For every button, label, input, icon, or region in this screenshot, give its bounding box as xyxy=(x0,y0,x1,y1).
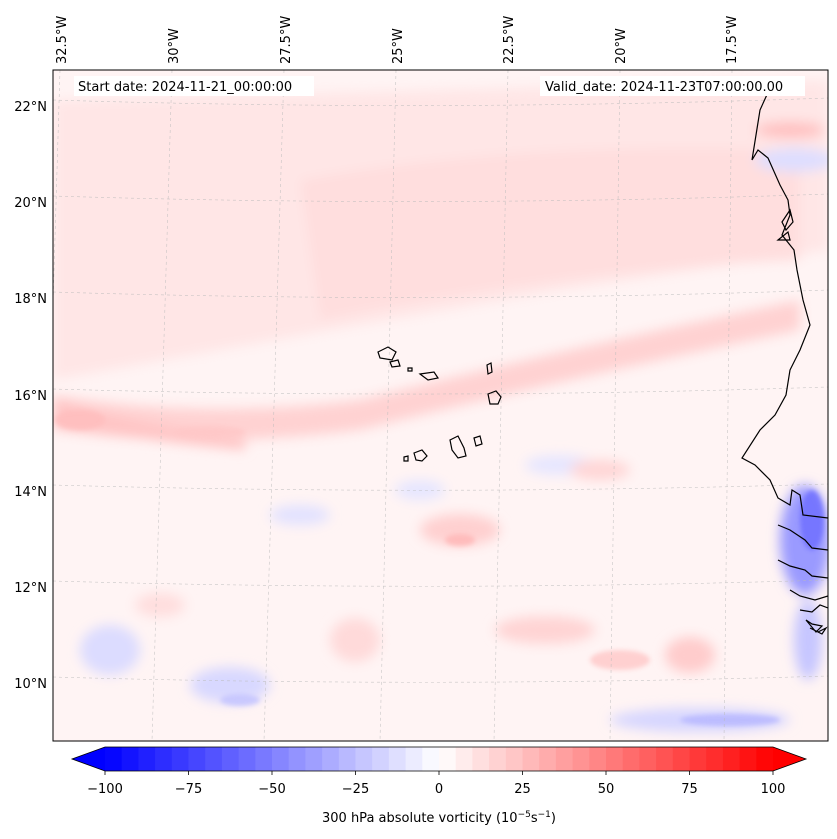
colorbar-level xyxy=(388,747,407,771)
colorbar-level xyxy=(105,747,123,771)
colorbar-level xyxy=(756,747,774,771)
colorbar-level xyxy=(238,747,256,771)
colorbar-level xyxy=(338,747,356,771)
map-gridlines xyxy=(53,70,828,741)
colorbar-level xyxy=(555,747,574,771)
cb-tick-label: 75 xyxy=(681,782,698,797)
colorbar-level xyxy=(706,747,724,771)
cb-tick-label: −50 xyxy=(258,782,285,797)
vorticity-field xyxy=(53,80,828,732)
island-boa-vista xyxy=(487,390,502,405)
colorbar-level xyxy=(138,747,156,771)
colorbar-level xyxy=(455,747,473,771)
colorbar-level xyxy=(505,747,523,771)
valid-date-box xyxy=(540,76,805,96)
lat-label-16n: 16°N xyxy=(14,389,47,404)
colorbar-level xyxy=(188,747,206,771)
lat-label-12n: 12°N xyxy=(14,581,47,596)
islet-small xyxy=(407,367,413,372)
africa-coastline xyxy=(741,87,828,519)
lon-label-30w: 30°W xyxy=(167,28,182,64)
colorbar-extend-low xyxy=(72,747,105,771)
colorbar-level xyxy=(155,747,173,771)
cb-tick-label: −75 xyxy=(175,782,202,797)
colorbar-level xyxy=(272,747,290,771)
colorbar-level xyxy=(205,747,223,771)
colorbar-level xyxy=(221,747,240,771)
lat-label-10n: 10°N xyxy=(14,677,47,692)
colorbar-title: 300 hPa absolute vorticity (10−5s−1) xyxy=(322,810,556,826)
coastal-islands-north xyxy=(776,208,794,241)
colorbar-level xyxy=(722,747,741,771)
lat-label-20n: 20°N xyxy=(14,196,47,211)
coastlines xyxy=(377,87,828,635)
lat-label-22n: 22°N xyxy=(14,100,47,115)
colorbar-level xyxy=(672,747,690,771)
cb-tick-label: 50 xyxy=(598,782,615,797)
cb-tick-label: −25 xyxy=(342,782,369,797)
colorbar-level xyxy=(322,747,340,771)
island-sal xyxy=(486,362,493,375)
colorbar-level xyxy=(489,747,507,771)
island-brava xyxy=(403,455,409,462)
lon-label-20w: 20°W xyxy=(614,28,629,64)
island-sao-nicolau xyxy=(418,371,439,381)
colorbar-level xyxy=(472,747,490,771)
gambia-guinea-coastline xyxy=(777,524,828,613)
cb-tick-label: 0 xyxy=(435,782,443,797)
colorbar-level xyxy=(639,747,657,771)
colorbar-level xyxy=(656,747,674,771)
bissagos-islands xyxy=(805,619,828,635)
lat-label-18n: 18°N xyxy=(14,292,47,307)
vorticity-details xyxy=(55,410,824,726)
colorbar: −100 −75 −50 −25 0 25 50 75 100 300 hPa … xyxy=(70,746,808,826)
start-date-text: Start date: 2024-11-21_00:00:00 xyxy=(78,80,292,95)
lon-label-17-5w: 17.5°W xyxy=(725,16,740,64)
island-santo-antao xyxy=(377,346,397,361)
colorbar-extend-high xyxy=(773,747,806,771)
latitude-labels: 22°N 20°N 18°N 16°N 14°N 12°N 10°N xyxy=(14,100,47,692)
colorbar-level xyxy=(171,747,189,771)
colorbar-level xyxy=(572,747,590,771)
map-panel xyxy=(53,70,828,741)
colorbar-level xyxy=(522,747,540,771)
colorbar-level xyxy=(539,747,557,771)
colorbar-level xyxy=(739,747,757,771)
lon-label-25w: 25°W xyxy=(391,28,406,64)
cb-tick-label: 100 xyxy=(761,782,786,797)
colorbar-level xyxy=(305,747,323,771)
colorbar-level xyxy=(689,747,707,771)
colorbar-level xyxy=(405,747,423,771)
start-date-box xyxy=(74,76,314,96)
longitude-labels: 32.5°W 30°W 27.5°W 25°W 22.5°W 20°W 17.5… xyxy=(55,16,740,64)
island-fogo xyxy=(413,449,428,462)
colorbar-level xyxy=(606,747,624,771)
colorbar-blocks xyxy=(105,747,774,771)
island-santiago xyxy=(449,435,467,459)
colorbar-level xyxy=(255,747,273,771)
colorbar-tick-labels: −100 −75 −50 −25 0 25 50 75 100 xyxy=(87,782,785,797)
map-frame xyxy=(52,69,829,742)
colorbar-level xyxy=(288,747,306,771)
colorbar-ticks xyxy=(104,771,774,775)
valid-date-text: Valid_date: 2024-11-23T07:00:00.00 xyxy=(545,80,783,95)
lat-label-14n: 14°N xyxy=(14,485,47,500)
colorbar-level xyxy=(355,747,373,771)
cb-tick-label: 25 xyxy=(514,782,531,797)
colorbar-level xyxy=(372,747,390,771)
colorbar-level xyxy=(439,747,457,771)
lon-label-32-5w: 32.5°W xyxy=(55,16,70,64)
cb-tick-label: −100 xyxy=(87,782,123,797)
colorbar-level xyxy=(589,747,607,771)
lon-label-27-5w: 27.5°W xyxy=(279,16,294,64)
island-sao-vicente xyxy=(389,359,401,368)
island-maio xyxy=(473,435,483,447)
lon-label-22-5w: 22.5°W xyxy=(502,16,517,64)
colorbar-level xyxy=(422,747,440,771)
colorbar-level xyxy=(622,747,640,771)
colorbar-level xyxy=(121,747,139,771)
